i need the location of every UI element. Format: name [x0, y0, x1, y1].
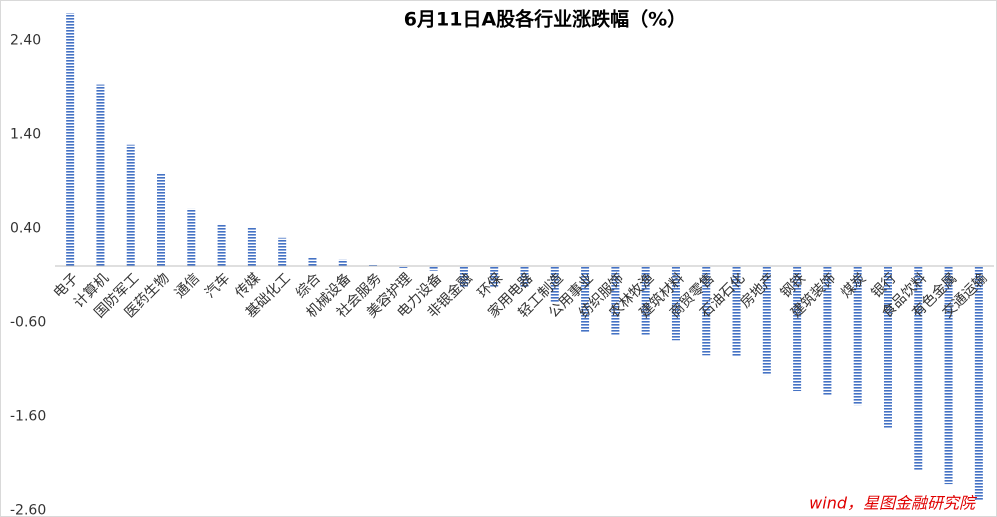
bar: [974, 266, 983, 501]
y-tick-label: -0.60: [10, 314, 46, 330]
chart-title: 6月11日A股各行业涨跌幅（%）: [404, 8, 686, 31]
bar: [702, 266, 711, 356]
bar: [793, 266, 802, 392]
bar: [671, 266, 680, 341]
bar: [762, 266, 771, 376]
bar: [429, 266, 438, 271]
bar: [399, 266, 408, 268]
bar: [369, 265, 378, 266]
bar: [581, 266, 590, 333]
bar: [641, 266, 650, 335]
bar: [944, 266, 953, 485]
bar: [490, 266, 499, 287]
y-tick-label: 2.40: [10, 32, 41, 48]
x-tick-label: 汽车: [201, 270, 233, 302]
bar: [187, 208, 196, 266]
bar: [217, 224, 226, 266]
bar: [308, 257, 317, 266]
y-tick-label: 1.40: [10, 126, 41, 142]
bar: [883, 266, 892, 428]
bar: [247, 227, 256, 266]
bar: [157, 172, 166, 266]
bar: [853, 266, 862, 406]
bar: [96, 84, 105, 266]
bar: [520, 266, 529, 288]
bar: [823, 266, 832, 395]
bar: [459, 266, 468, 287]
y-tick-label: -2.60: [10, 502, 46, 517]
x-tick-label: 通信: [172, 270, 203, 301]
bar: [611, 266, 620, 335]
bar: [732, 266, 741, 357]
y-tick-label: -1.60: [10, 408, 46, 424]
y-tick-label: 0.40: [10, 220, 41, 236]
bar: [278, 237, 287, 266]
bar: [66, 13, 75, 267]
bar: [550, 266, 559, 303]
bar: [914, 266, 923, 471]
annotation: wind，星图金融研究院: [809, 494, 978, 513]
x-tick-label: 房地产: [737, 270, 778, 311]
bar: [338, 259, 347, 266]
x-tick-label: 煤炭: [838, 270, 869, 301]
bar: [126, 144, 135, 266]
